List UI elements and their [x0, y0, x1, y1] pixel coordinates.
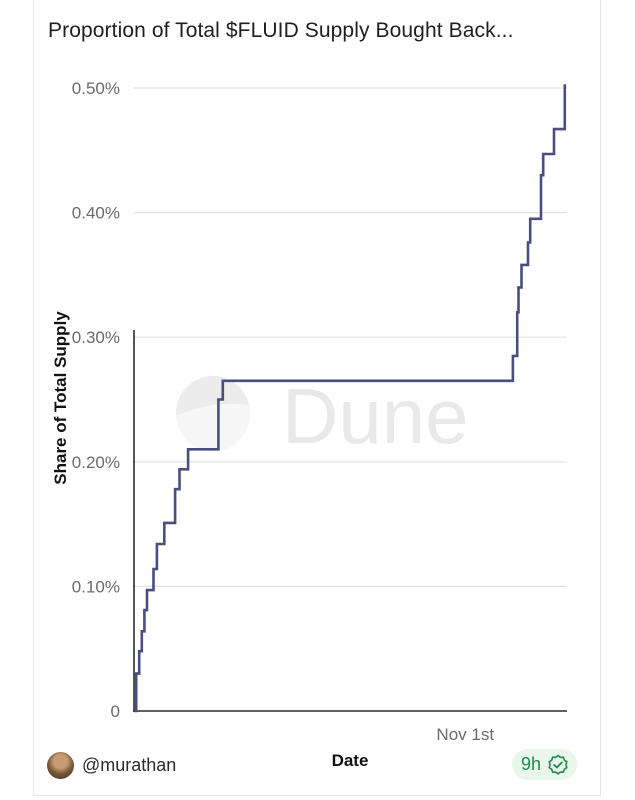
gridlines	[134, 87, 567, 588]
verified-check-icon	[548, 754, 568, 775]
x-axis-ticks: Nov 1st	[436, 725, 494, 744]
author[interactable]: @murathan	[47, 750, 176, 780]
dune-logo-icon-shade	[176, 403, 251, 452]
y-tick-label-3: 0.30%	[72, 328, 120, 347]
username[interactable]: @murathan	[82, 754, 177, 775]
y-tick-label-0: 0	[111, 702, 120, 721]
y-axis-label: Share of Total Supply	[51, 311, 70, 485]
dune-watermark: Dune	[176, 372, 468, 460]
x-tick-label-0: Nov 1st	[436, 725, 494, 744]
axes	[133, 330, 567, 712]
time-badge-label: 9h	[521, 754, 542, 774]
x-axis-label: Date	[332, 751, 369, 770]
series-line-0	[134, 84, 567, 713]
chart-card	[33, 0, 601, 796]
y-axis-ticks: 0 0.10% 0.20% 0.30% 0.40% 0.50%	[72, 79, 120, 721]
chart-title: Proportion of Total $FLUID Supply Bought…	[48, 19, 514, 42]
y-tick-label-1: 0.10%	[72, 577, 120, 596]
series-layer	[134, 84, 567, 713]
watermark-text: Dune	[282, 372, 468, 460]
y-tick-label-4: 0.40%	[72, 204, 120, 223]
y-tick-label-5: 0.50%	[72, 79, 120, 98]
y-tick-label-2: 0.20%	[72, 453, 120, 472]
avatar[interactable]	[47, 751, 74, 779]
time-badge: 9h	[512, 749, 578, 780]
